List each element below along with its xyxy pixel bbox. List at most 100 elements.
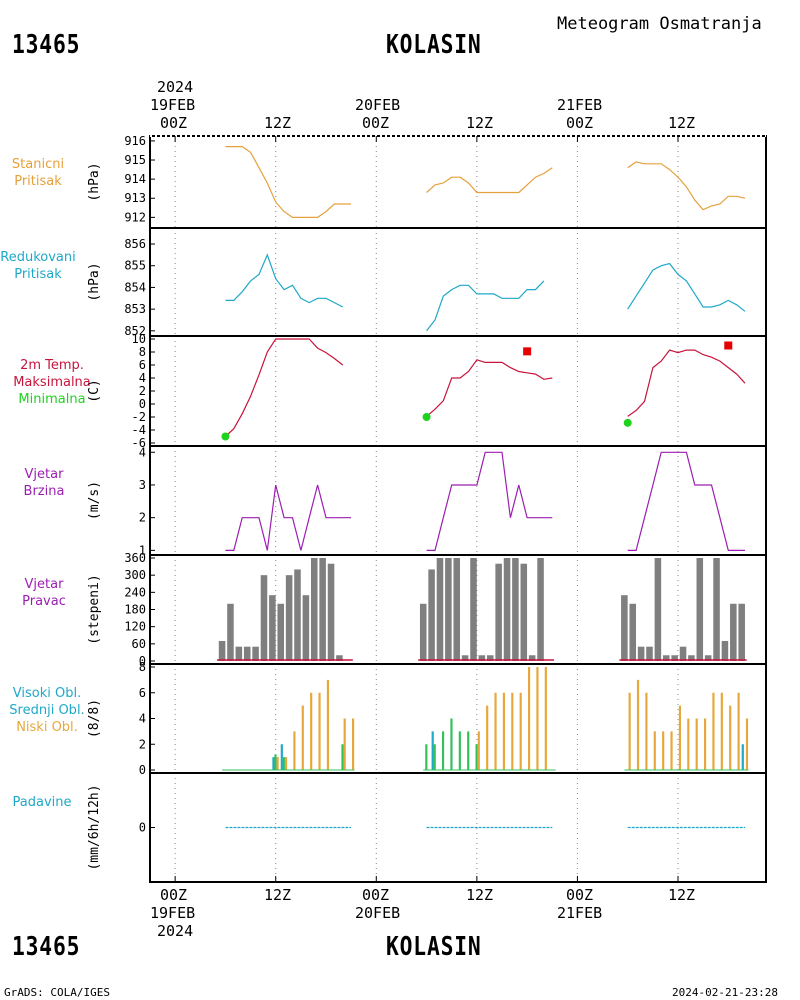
panel2-label-line2: Pritisak (14, 267, 62, 282)
low-cloud-bar (670, 731, 673, 770)
mid-cloud-bar (274, 754, 277, 770)
wind-direction-bar (436, 558, 444, 661)
reduced-pressure-line (225, 253, 344, 308)
bottom-tick-4: 12Z (466, 886, 494, 904)
bottom-tick-3: 00Z (362, 886, 390, 904)
wind-direction-bar (327, 563, 335, 661)
panel4-label: Vjetar Brzina (8, 466, 80, 500)
y-tick-label: 0 (139, 763, 146, 777)
low-cloud-bar (729, 705, 732, 770)
y-tick-label: 300 (124, 568, 146, 582)
low-cloud-bar (477, 731, 480, 770)
credit-text: GrADS: COLA/IGES (4, 986, 110, 999)
y-axis-label: (hPa) (87, 162, 102, 201)
mid-cloud-bar (475, 744, 478, 770)
high-cloud-bar (280, 744, 283, 770)
low-cloud-bar (645, 692, 648, 770)
low-cloud-bar (486, 705, 489, 770)
panel3-label-line1: 2m Temp. (20, 358, 84, 373)
low-cloud-bar (293, 731, 296, 770)
wind-direction-bar (671, 655, 678, 661)
station-name-bottom: KOLASIN (386, 932, 482, 962)
y-tick-label: -2 (132, 410, 146, 424)
panel7-label: Padavine (2, 794, 82, 811)
panel-frame (149, 227, 767, 337)
wind-direction-bar (336, 655, 343, 661)
panel-frame (149, 335, 767, 447)
wind-direction-bar (252, 646, 259, 661)
y-tick-label: -4 (132, 423, 146, 437)
wind-speed-line (426, 451, 553, 552)
wind-direction-bar (721, 640, 729, 661)
low-cloud-bar (351, 718, 355, 770)
top-date-2: 20FEB (355, 96, 401, 114)
y-tick-label: 854 (124, 280, 146, 294)
reduced-pressure-line (426, 280, 545, 332)
mid-cloud-bar (433, 744, 436, 770)
wind-direction-bar (419, 603, 427, 661)
wind-direction-bar (662, 655, 670, 661)
panel3-label-line2: Maksimalna (13, 375, 91, 390)
y-tick-label: 240 (124, 585, 146, 599)
low-cloud-bar (343, 718, 346, 770)
y-tick-label: 10 (132, 332, 146, 346)
y-tick-label: 4 (139, 445, 146, 459)
wind-direction-bar (486, 655, 494, 661)
bottom-tick-5: 00Z (566, 886, 594, 904)
wind-direction-bar (704, 655, 712, 661)
panel-frame (149, 445, 767, 556)
low-cloud-bar (745, 718, 749, 770)
product-title: Meteogram Osmatranja (557, 14, 762, 34)
top-tick-4: 12Z (466, 114, 494, 132)
temperature-line (426, 359, 553, 417)
y-tick-label: 8 (139, 345, 146, 359)
wind-direction-bar (294, 569, 301, 661)
y-tick-label: 4 (139, 712, 146, 726)
top-tick-2: 12Z (264, 114, 292, 132)
wind-direction-bar (679, 646, 687, 661)
mid-cloud-bar (450, 718, 453, 770)
low-cloud-bar (318, 692, 321, 770)
station-pressure-line (627, 161, 746, 211)
top-year: 2024 (157, 78, 194, 96)
y-tick-label: 1 (139, 543, 146, 557)
wind-direction-bar (478, 655, 486, 661)
wind-direction-bar (528, 655, 536, 661)
y-tick-label: 855 (124, 259, 146, 273)
bottom-date-1: 19FEB (150, 904, 196, 922)
temperature-line (627, 349, 746, 417)
wind-speed-line (225, 484, 352, 552)
wind-direction-bar (227, 603, 234, 661)
y-tick-label: 913 (124, 191, 146, 205)
panel1-label: Stanicni Pritisak (2, 156, 74, 190)
wind-direction-bar (629, 603, 637, 661)
max-temp-marker (724, 341, 733, 350)
mid-cloud-bar (467, 731, 470, 770)
low-cloud-bar (628, 692, 631, 770)
y-tick-label: 3 (139, 478, 146, 492)
panel6-label: Visoki Obl. Srednji Obl. Niski Obl. (2, 685, 92, 736)
y-tick-label: 0 (139, 397, 146, 411)
y-tick-label: 0 (139, 654, 146, 668)
wind-direction-bar (470, 558, 477, 661)
wind-direction-bar (688, 655, 695, 661)
mid-cloud-bar (282, 757, 285, 770)
wind-direction-bar (503, 558, 511, 661)
bottom-tick-2: 12Z (264, 886, 292, 904)
mid-cloud-bar (341, 744, 344, 770)
top-tick-1: 00Z (160, 114, 188, 132)
top-tick-3: 00Z (362, 114, 390, 132)
wind-direction-bar (319, 558, 326, 661)
wind-speed-line (627, 451, 745, 552)
bottom-date-2: 20FEB (355, 904, 401, 922)
wind-direction-bar (235, 646, 243, 661)
y-axis-label: (hPa) (87, 262, 102, 301)
low-cloud-bar (494, 692, 497, 770)
station-name-top: KOLASIN (386, 30, 482, 60)
min-temp-marker (422, 413, 431, 421)
low-cloud-bar (527, 667, 531, 770)
low-cloud-bar (712, 692, 715, 770)
low-cloud-bar (536, 667, 539, 770)
low-cloud-bar (326, 679, 330, 770)
